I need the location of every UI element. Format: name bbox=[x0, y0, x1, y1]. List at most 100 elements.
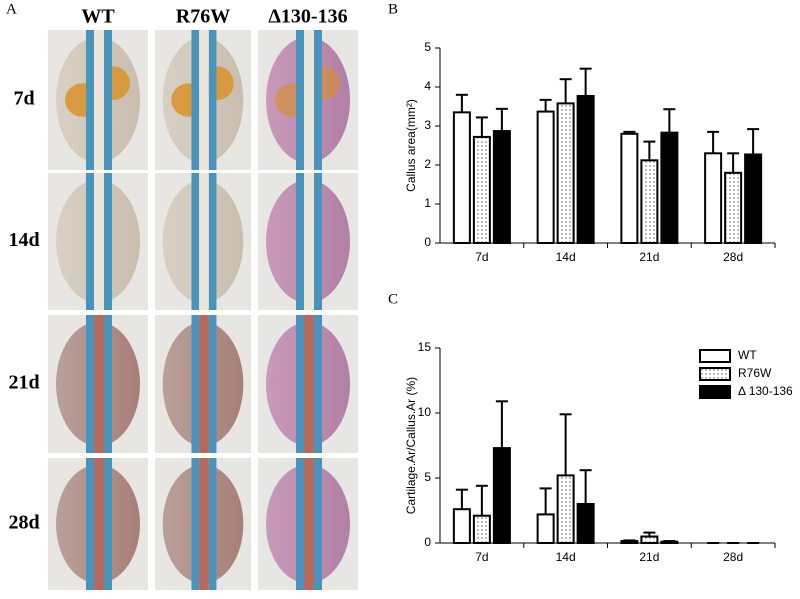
histology-image bbox=[48, 30, 148, 170]
y-tick-label: 10 bbox=[418, 405, 432, 419]
cortex bbox=[86, 315, 94, 453]
x-tick-label: 7d bbox=[475, 550, 488, 564]
marrow bbox=[94, 173, 104, 310]
cortex bbox=[314, 458, 322, 590]
cortex bbox=[86, 30, 94, 170]
bar bbox=[744, 153, 763, 244]
bar bbox=[492, 447, 511, 545]
histology-image bbox=[48, 173, 148, 310]
marrow bbox=[304, 315, 314, 453]
row-label: 21d bbox=[8, 372, 39, 394]
x-tick-label: 14d bbox=[556, 550, 576, 564]
legend-swatch bbox=[699, 349, 731, 363]
cortex bbox=[86, 458, 94, 590]
column-header: R76W bbox=[176, 6, 230, 28]
histology-image bbox=[155, 458, 251, 590]
y-tick-label: 15 bbox=[418, 340, 432, 354]
x-tick-label: 14d bbox=[556, 250, 576, 264]
cortex bbox=[314, 30, 322, 170]
marrow bbox=[199, 173, 209, 310]
bar bbox=[556, 102, 575, 244]
legend-label: Δ 130-136 bbox=[738, 384, 793, 398]
y-axis-label: Cartilage.Ar/Callus.Ar (%) bbox=[404, 377, 418, 514]
cortex bbox=[296, 173, 304, 310]
bar bbox=[640, 535, 659, 544]
histology-image bbox=[48, 458, 148, 590]
x-tick-label: 21d bbox=[639, 250, 659, 264]
cortex bbox=[191, 315, 200, 453]
histology-image bbox=[258, 173, 358, 310]
bar bbox=[492, 130, 511, 245]
histology-image bbox=[155, 173, 251, 310]
y-tick-label: 5 bbox=[424, 470, 431, 484]
cortex bbox=[104, 315, 112, 453]
marrow bbox=[94, 315, 104, 453]
cortex bbox=[208, 173, 217, 310]
bar bbox=[660, 131, 679, 245]
cortex bbox=[191, 173, 200, 310]
cortex bbox=[191, 30, 200, 170]
bar bbox=[472, 514, 491, 545]
x-tick-label: 7d bbox=[475, 250, 488, 264]
legend-label: WT bbox=[738, 348, 757, 362]
y-tick-label: 1 bbox=[424, 196, 431, 210]
panel-label: A bbox=[6, 1, 17, 17]
x-tick-label: 28d bbox=[723, 250, 743, 264]
bar bbox=[640, 159, 659, 245]
y-tick-label: 0 bbox=[424, 235, 431, 249]
bar bbox=[536, 110, 555, 244]
y-axis-label: Callus area(mm²) bbox=[404, 99, 418, 192]
histology-image bbox=[258, 315, 358, 453]
x-tick-label: 28d bbox=[723, 550, 743, 564]
y-tick-label: 5 bbox=[424, 40, 431, 54]
panel-label: B bbox=[388, 1, 398, 17]
x-tick-label: 21d bbox=[639, 550, 659, 564]
cortex bbox=[296, 315, 304, 453]
bar bbox=[724, 171, 743, 244]
row-label: 7d bbox=[13, 88, 34, 110]
histology-image bbox=[258, 458, 358, 590]
cortex bbox=[296, 458, 304, 590]
bar bbox=[472, 135, 491, 244]
cortex bbox=[104, 30, 112, 170]
cortex bbox=[314, 315, 322, 453]
legend-swatch bbox=[699, 385, 731, 399]
y-tick-label: 4 bbox=[424, 79, 431, 93]
bar bbox=[536, 513, 555, 545]
bar bbox=[576, 503, 595, 544]
cortex bbox=[208, 315, 217, 453]
marrow bbox=[304, 30, 314, 170]
bar bbox=[452, 111, 471, 244]
marrow bbox=[199, 458, 209, 590]
marrow bbox=[94, 30, 104, 170]
bar bbox=[660, 540, 679, 545]
marrow bbox=[199, 30, 209, 170]
cortex bbox=[191, 458, 200, 590]
histology-image bbox=[155, 30, 251, 170]
y-tick-label: 3 bbox=[424, 118, 431, 132]
histology-image bbox=[48, 315, 148, 453]
cortex bbox=[104, 458, 112, 590]
cortex bbox=[86, 173, 94, 310]
legend-label: R76W bbox=[738, 366, 772, 380]
histology-image bbox=[155, 315, 251, 453]
cortex bbox=[296, 30, 304, 170]
column-header: Δ130-136 bbox=[268, 6, 347, 28]
legend-swatch bbox=[699, 367, 731, 381]
bar bbox=[620, 132, 639, 244]
marrow bbox=[304, 458, 314, 590]
marrow bbox=[304, 173, 314, 310]
row-label: 28d bbox=[8, 512, 39, 534]
y-tick-label: 0 bbox=[424, 535, 431, 549]
histology-image bbox=[258, 30, 358, 170]
column-header: WT bbox=[81, 6, 115, 28]
row-label: 14d bbox=[8, 229, 39, 251]
bar bbox=[620, 540, 639, 544]
bar bbox=[452, 508, 471, 545]
cortex bbox=[208, 458, 217, 590]
cortex bbox=[208, 30, 217, 170]
bar bbox=[556, 474, 575, 544]
bar bbox=[576, 94, 595, 244]
cortex bbox=[104, 173, 112, 310]
